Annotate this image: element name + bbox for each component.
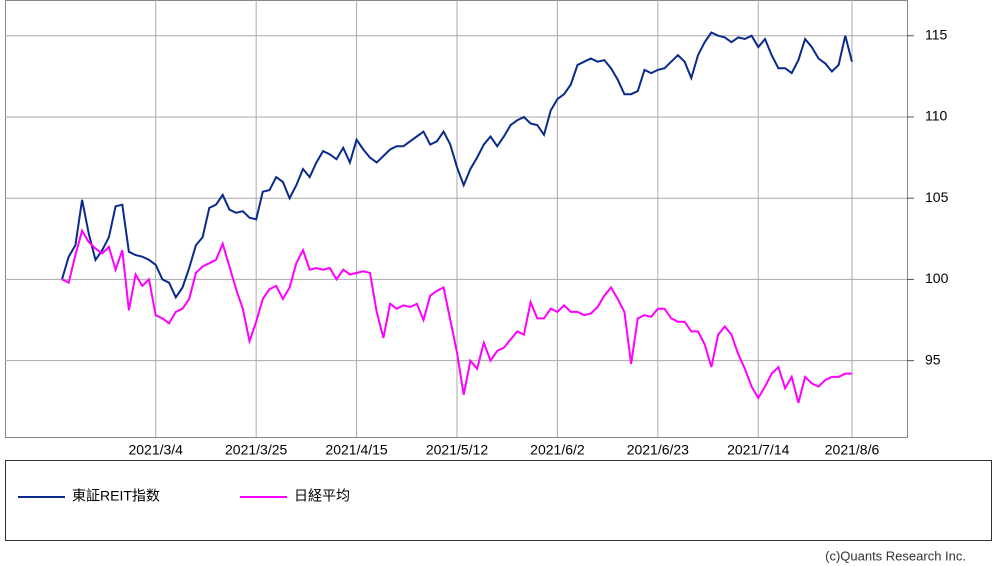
legend-label: 東証REIT指数 xyxy=(72,488,160,504)
credit: (c)Quants Research Inc. xyxy=(825,548,966,563)
legend-label: 日経平均 xyxy=(294,488,350,504)
x-tick-label: 2021/6/2 xyxy=(530,442,585,458)
y-tick-label: 100 xyxy=(925,270,949,286)
series-line xyxy=(61,228,852,404)
y-tick-label: 115 xyxy=(925,26,948,42)
x-tick-label: 2021/4/15 xyxy=(325,442,387,458)
x-tick-label: 2021/6/23 xyxy=(627,442,689,458)
series-line xyxy=(61,31,853,300)
y-tick-label: 95 xyxy=(925,351,941,367)
x-tick-label: 2021/5/12 xyxy=(426,442,488,458)
x-tick-label: 2021/8/6 xyxy=(825,442,880,458)
y-tick-label: 105 xyxy=(925,189,949,205)
x-tick-label: 2021/7/14 xyxy=(727,442,789,458)
x-tick-label: 2021/3/25 xyxy=(225,442,287,458)
y-tick-label: 110 xyxy=(925,108,948,124)
legend-box xyxy=(5,460,992,541)
x-tick-label: 2021/3/4 xyxy=(128,442,183,458)
